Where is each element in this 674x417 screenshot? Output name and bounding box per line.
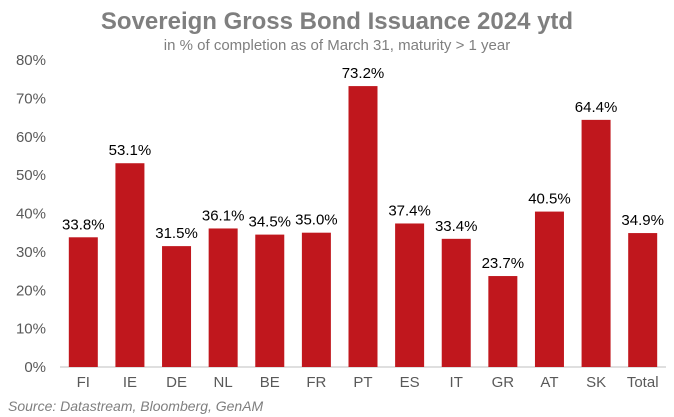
value-label: 40.5% <box>528 191 571 208</box>
value-labels-group: 33.8% 53.1% 31.5%36.1% 34.5% 35.0% 73.2% 37.4%… <box>62 65 664 272</box>
value-label: 73.2% <box>342 65 385 82</box>
y-tick-label: 80% <box>16 52 46 69</box>
chart-subtitle: in % of completion as of March 31, matur… <box>163 37 511 54</box>
y-tick-label: 10% <box>16 321 46 338</box>
source-note: Source: Datastream, Bloomberg, GenAM <box>8 398 264 414</box>
bar-es <box>395 223 425 367</box>
bar-sk <box>581 119 611 368</box>
bar-nl <box>208 228 238 367</box>
x-tick-label: NL <box>214 374 233 391</box>
bar-it <box>441 238 471 367</box>
y-tick-label: 0% <box>24 359 46 376</box>
bar-fr <box>301 232 331 367</box>
value-label: 36.1% <box>202 207 245 224</box>
value-label: 37.4% <box>388 202 431 219</box>
value-label: 53.1% <box>109 142 152 159</box>
bar-be <box>255 234 285 367</box>
y-tick-label: 70% <box>16 90 46 107</box>
value-label: 34.9% <box>621 212 664 229</box>
value-label: 33.4% <box>435 218 478 235</box>
x-tick-label: IE <box>123 374 137 391</box>
y-tick-label: 30% <box>16 244 46 261</box>
bar-pt <box>348 86 378 367</box>
value-label: 34.5% <box>248 214 291 231</box>
bars-group <box>68 86 658 368</box>
bar-gr <box>488 276 518 367</box>
x-tick-label: FI <box>77 374 90 391</box>
bar-ie <box>115 163 145 367</box>
y-axis-tick-labels: 0% 10% 20% 30% 40% 50% 60% 70% 80% <box>16 52 46 376</box>
x-tick-label: Total <box>627 374 659 391</box>
x-tick-label: IT <box>450 374 463 391</box>
x-tick-label: PT <box>353 374 372 391</box>
x-tick-label: AT <box>540 374 558 391</box>
value-label: 35.0% <box>295 212 338 229</box>
value-label: 33.8% <box>62 216 105 233</box>
y-tick-label: 20% <box>16 282 46 299</box>
value-label: 64.4% <box>575 99 618 116</box>
x-axis-tick-labels: FI IE DE NL BE FR PT ES IT GR AT SK Total <box>77 374 659 391</box>
bar-total <box>628 233 658 367</box>
chart-title: Sovereign Gross Bond Issuance 2024 ytd <box>100 8 574 35</box>
x-tick-label: ES <box>400 374 420 391</box>
y-tick-label: 50% <box>16 167 46 184</box>
y-tick-label: 60% <box>16 129 46 146</box>
y-tick-label: 40% <box>16 206 46 223</box>
x-tick-label: FR <box>306 374 326 391</box>
bar-at <box>534 211 564 367</box>
value-label: 31.5% <box>155 225 198 242</box>
bar-fi <box>68 237 98 367</box>
bar-de <box>162 246 192 367</box>
x-tick-label: BE <box>260 374 280 391</box>
x-tick-label: SK <box>586 374 606 391</box>
x-tick-label: DE <box>166 374 187 391</box>
value-label: 23.7% <box>482 255 525 272</box>
x-tick-label: GR <box>492 374 515 391</box>
